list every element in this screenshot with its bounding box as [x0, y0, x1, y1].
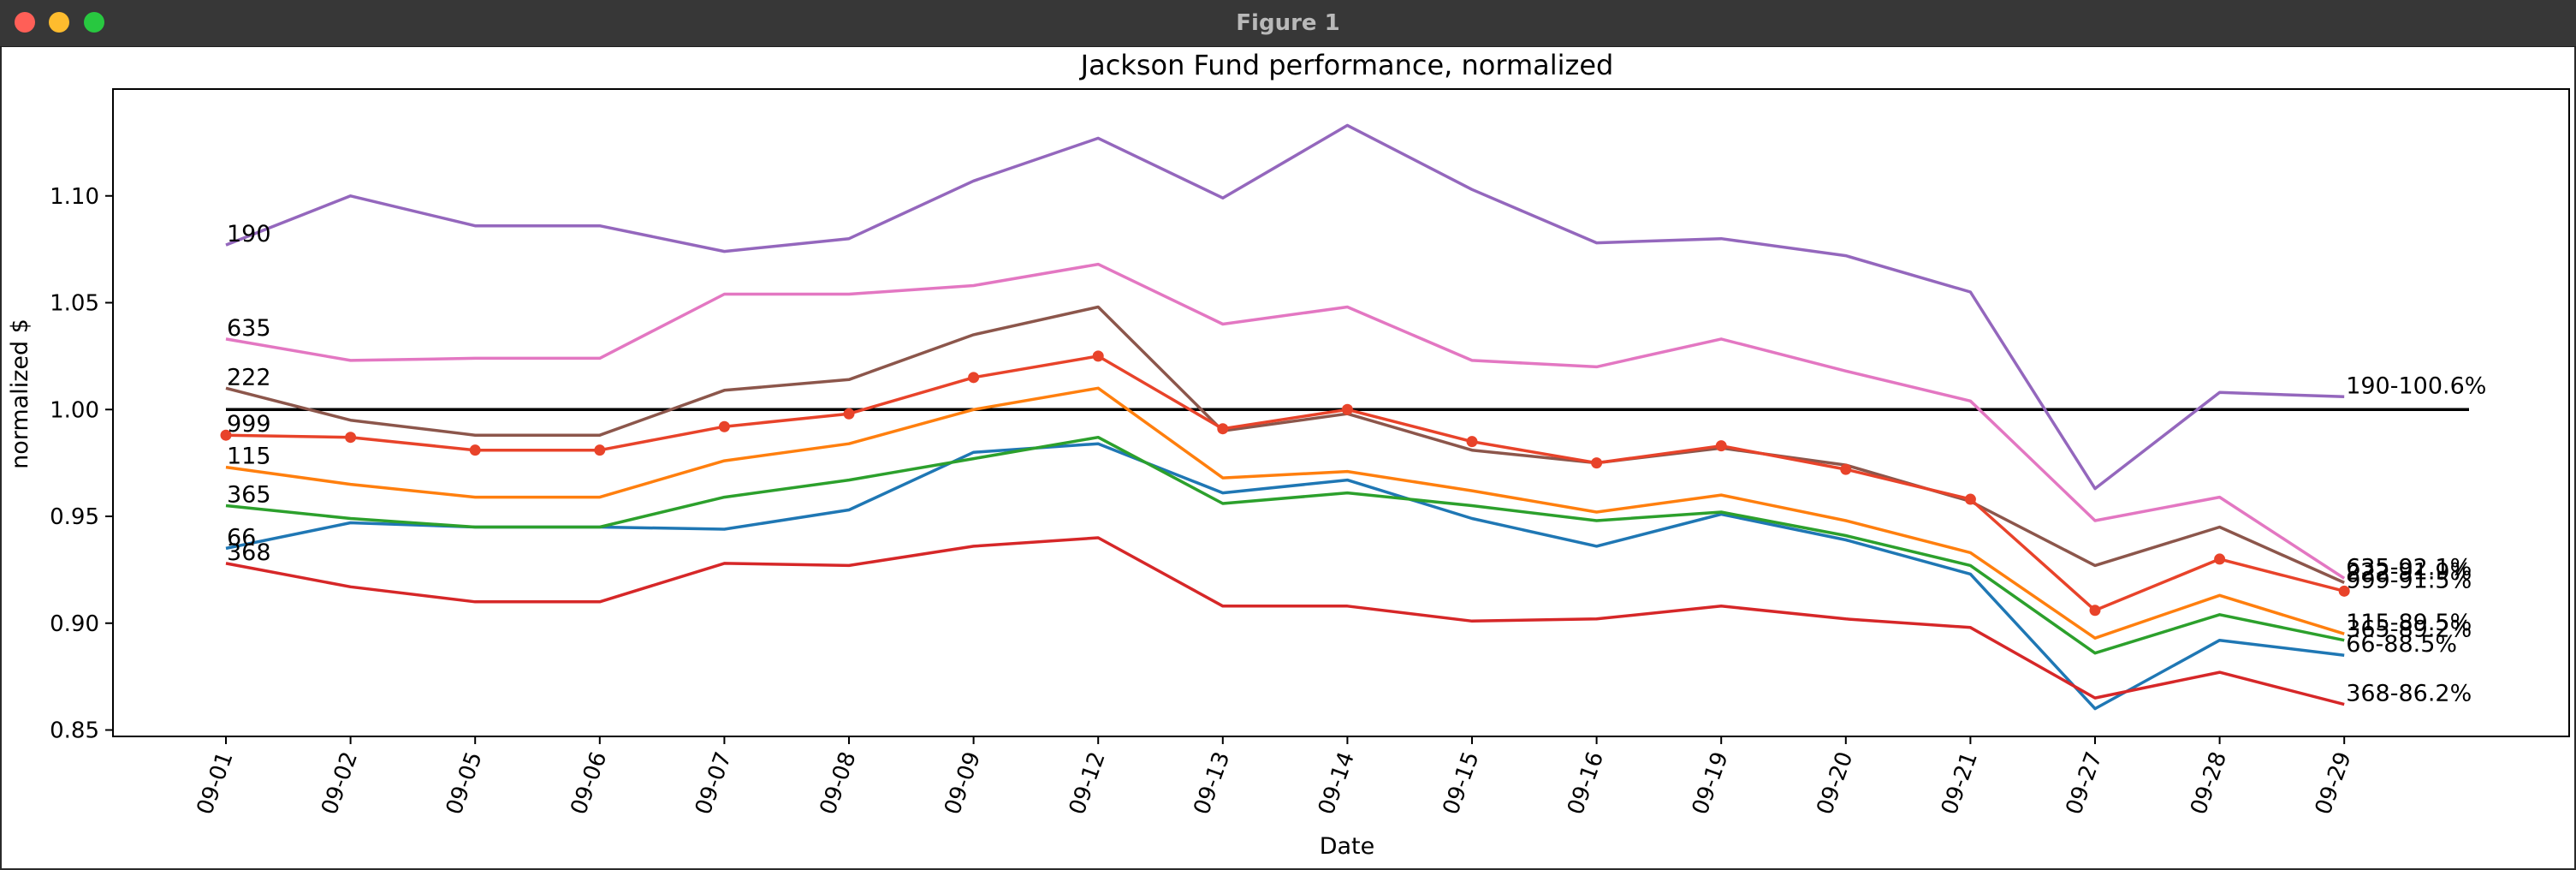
y-tick-label: 1.10 [50, 184, 99, 210]
data-point-999 [1466, 436, 1478, 448]
axes-frame [112, 88, 2570, 737]
data-point-999 [2214, 553, 2226, 565]
close-window-button[interactable] [15, 12, 35, 33]
x-tick-label: 09-16 [1563, 748, 1609, 818]
maximize-window-button[interactable] [84, 12, 104, 33]
data-point-999 [1092, 350, 1104, 362]
data-point-999 [718, 420, 730, 432]
x-tick-label: 09-08 [816, 748, 862, 818]
series-line-115 [225, 386, 2345, 640]
data-point-999 [1964, 493, 1976, 505]
x-tick-label: 09-12 [1065, 748, 1111, 818]
series-start-label: 635 [227, 315, 271, 342]
chart-title: Jackson Fund performance, normalized [1079, 49, 1614, 81]
x-tick-label: 09-07 [691, 748, 737, 818]
y-tick-label: 0.85 [50, 718, 99, 744]
series-line-635 [225, 262, 2346, 580]
series-end-label: 222-91.9% [2346, 558, 2472, 585]
series-start-label: 999 [227, 411, 271, 438]
x-tick-label: 09-15 [1439, 748, 1485, 818]
series-end-label: 999-91.5% [2346, 567, 2472, 593]
x-tick-label: 09-09 [940, 748, 986, 818]
series-start-label: 66 [227, 524, 256, 551]
series-end-label: 115-89.5% [2346, 610, 2472, 636]
x-tick-label: 09-01 [193, 748, 239, 818]
data-point-999 [1341, 403, 1353, 415]
x-tick-label: 09-14 [1314, 748, 1360, 818]
x-axis-label: Date [1320, 833, 1375, 860]
series-end-label: 66-88.5% [2346, 631, 2457, 658]
x-tick-label: 09-20 [1812, 748, 1858, 818]
window-title: Figure 1 [1236, 10, 1340, 36]
window-titlebar: Figure 1 [0, 0, 2576, 47]
series-line-365 [225, 435, 2345, 655]
x-tick-label: 09-05 [442, 748, 488, 818]
x-tick-label: 09-13 [1189, 748, 1235, 818]
series-end-label: 365-89.2% [2346, 617, 2472, 643]
x-tick-label: 09-28 [2186, 748, 2232, 818]
x-tick-label: 09-27 [2062, 748, 2108, 818]
series-end-label: 368-86.2% [2346, 681, 2472, 707]
data-point-999 [968, 372, 980, 384]
series-line-999 [225, 355, 2345, 612]
data-point-999 [843, 408, 855, 420]
line-chart: Jackson Fund performance, normalized Dat… [7, 49, 2570, 860]
series-start-label: 190 [227, 221, 271, 247]
data-point-999 [1715, 440, 1727, 452]
series-line-66 [225, 442, 2345, 711]
data-point-999 [594, 444, 606, 456]
plot-area: 0.85 0.90 0.95 1.00 1.05 1.10 09-01 09-02 09-05 0… [50, 88, 2570, 818]
series-start-label: 115 [227, 444, 271, 470]
series-start-label: 365 [227, 482, 271, 509]
data-point-999 [1591, 457, 1603, 469]
x-tick-label: 09-02 [317, 748, 363, 818]
series-end-label: 635-92.1% [2346, 554, 2472, 581]
y-tick-label: 0.95 [50, 504, 99, 530]
data-point-999 [1217, 423, 1229, 435]
y-tick-label: 0.90 [50, 611, 99, 637]
y-tick-label: 1.00 [50, 397, 99, 423]
data-point-999 [2338, 585, 2350, 597]
series-start-label: 222 [227, 364, 271, 390]
figure-canvas: Jackson Fund performance, normalized Dat… [0, 47, 2576, 870]
series-start-label: 368 [227, 539, 271, 566]
x-tick-label: 09-06 [566, 748, 612, 818]
series-line-222 [225, 305, 2345, 584]
minimize-window-button[interactable] [49, 12, 69, 33]
series-line-190 [225, 123, 2345, 491]
y-axis-label: normalized $ [7, 319, 33, 469]
series-line-368 [225, 536, 2345, 706]
series-end-label: 190-100.6% [2346, 372, 2486, 399]
x-tick-label: 09-29 [2311, 748, 2357, 818]
data-point-999 [469, 444, 481, 456]
x-tick-label: 09-21 [1937, 748, 1983, 818]
data-point-999 [220, 429, 232, 441]
data-point-999 [2089, 605, 2101, 617]
y-tick-label: 1.05 [50, 291, 99, 317]
data-point-999 [345, 432, 357, 444]
data-point-999 [1840, 463, 1852, 475]
x-tick-label: 09-19 [1688, 748, 1734, 818]
